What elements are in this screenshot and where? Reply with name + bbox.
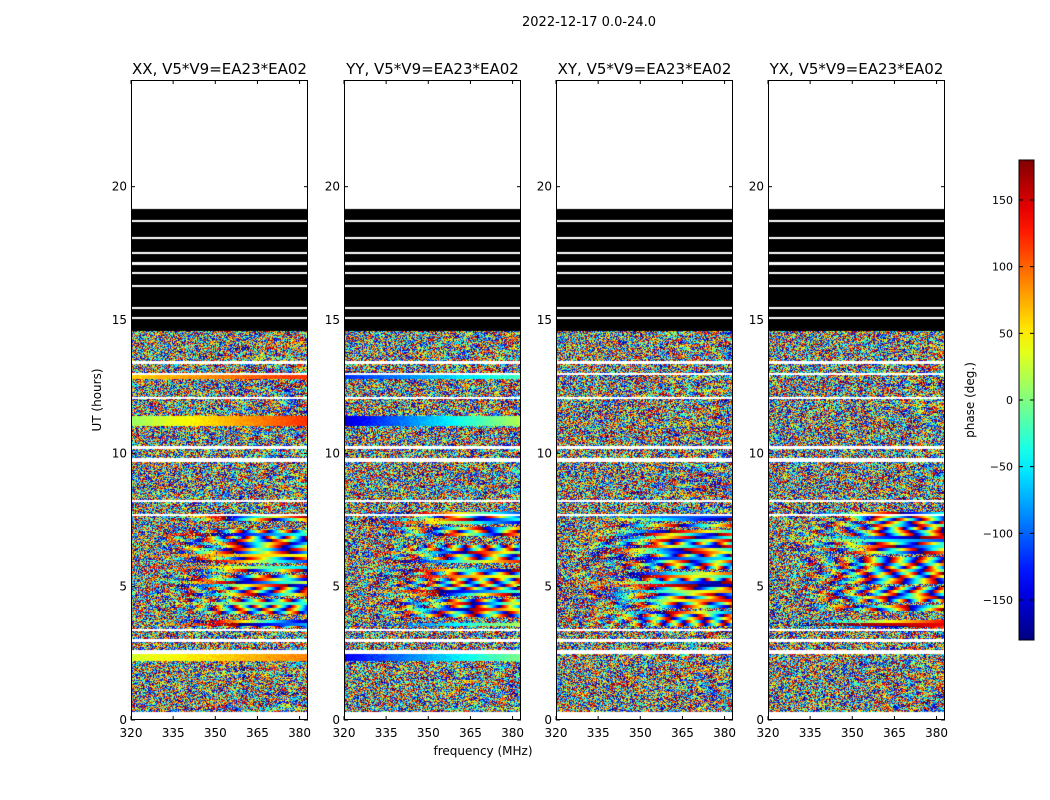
- panel-title: YY, V5*V9=EA23*EA02: [345, 60, 519, 78]
- y-tick-label: 20: [749, 180, 764, 194]
- colorbar-tick-label: −100: [983, 527, 1013, 540]
- y-tick-label: 20: [112, 180, 127, 194]
- x-tick-label: 335: [799, 726, 822, 740]
- y-tick-label: 5: [332, 580, 340, 594]
- panel-title: XY, V5*V9=EA23*EA02: [558, 60, 732, 78]
- colorbar-label: phase (deg.): [963, 362, 977, 438]
- colorbar: −150 −100 −50 0 50 100 150: [983, 159, 1035, 641]
- figure-suptitle: 2022-12-17 0.0-24.0: [522, 15, 656, 30]
- heatmap-xy: [556, 80, 733, 720]
- heatmap-yx: [768, 80, 945, 720]
- panel-yy: YY, V5*V9=EA23*EA02 320 335 350 365 380 0 5 10 15…: [325, 60, 524, 740]
- axes-frame: [131, 80, 308, 720]
- panel-yx: YX, V5*V9=EA23*EA02 320 335 350 365 380 0 5 10 15…: [749, 60, 948, 740]
- y-tick-label: 0: [119, 713, 127, 727]
- colorbar-tick-label: 150: [992, 194, 1013, 207]
- x-tick-label: 380: [501, 726, 524, 740]
- y-tick-label: 5: [119, 580, 127, 594]
- x-tick-label: 320: [333, 726, 356, 740]
- x-tick-label: 350: [204, 726, 227, 740]
- x-tick-label: 350: [841, 726, 864, 740]
- y-tick-label: 5: [544, 580, 552, 594]
- axes-frame: [768, 80, 945, 720]
- x-tick-label: 380: [925, 726, 948, 740]
- colorbar-tick-label: 50: [999, 327, 1013, 340]
- y-tick-label: 20: [325, 180, 340, 194]
- y-tick-label: 10: [537, 446, 552, 460]
- x-tick-label: 365: [246, 726, 269, 740]
- y-axis-label: UT (hours): [90, 368, 104, 431]
- colorbar-tick-label: 100: [992, 261, 1013, 274]
- x-tick-label: 320: [120, 726, 143, 740]
- y-tick-label: 10: [112, 446, 127, 460]
- x-tick-label: 320: [545, 726, 568, 740]
- y-tick-label: 10: [749, 446, 764, 460]
- colorbar-tick-label: −150: [983, 594, 1013, 607]
- x-tick-label: 365: [883, 726, 906, 740]
- colorbar-tick-label: −50: [990, 461, 1013, 474]
- y-tick-label: 15: [749, 313, 764, 327]
- y-tick-label: 0: [544, 713, 552, 727]
- y-tick-label: 5: [756, 580, 764, 594]
- x-tick-label: 380: [713, 726, 736, 740]
- axes-frame: [344, 80, 521, 720]
- heatmap-xx: [131, 80, 308, 720]
- y-tick-label: 0: [332, 713, 340, 727]
- panel-title: YX, V5*V9=EA23*EA02: [769, 60, 944, 78]
- panels: XX, V5*V9=EA23*EA02 320 335 350 365 380 0 5 10 15…: [112, 60, 948, 740]
- x-tick-label: 335: [162, 726, 185, 740]
- y-tick-label: 15: [112, 313, 127, 327]
- y-tick-label: 20: [537, 180, 552, 194]
- y-tick-label: 15: [325, 313, 340, 327]
- x-tick-label: 335: [375, 726, 398, 740]
- x-tick-label: 350: [417, 726, 440, 740]
- colorbar-tick-label: 0: [1006, 394, 1013, 407]
- x-tick-label: 335: [587, 726, 610, 740]
- x-tick-label: 380: [288, 726, 311, 740]
- x-tick-label: 320: [757, 726, 780, 740]
- heatmap-yy: [344, 80, 521, 720]
- panel-title: XX, V5*V9=EA23*EA02: [132, 60, 307, 78]
- axes-frame: [556, 80, 733, 720]
- y-tick-label: 15: [537, 313, 552, 327]
- panel-xx: XX, V5*V9=EA23*EA02 320 335 350 365 380 0 5 10 15…: [112, 60, 311, 740]
- panel-xy: XY, V5*V9=EA23*EA02 320 335 350 365 380 0 5 10 15…: [537, 60, 736, 740]
- y-tick-label: 0: [756, 713, 764, 727]
- x-tick-label: 365: [671, 726, 694, 740]
- x-tick-label: 350: [629, 726, 652, 740]
- y-tick-label: 10: [325, 446, 340, 460]
- x-axis-label: frequency (MHz): [433, 744, 532, 758]
- x-tick-label: 365: [459, 726, 482, 740]
